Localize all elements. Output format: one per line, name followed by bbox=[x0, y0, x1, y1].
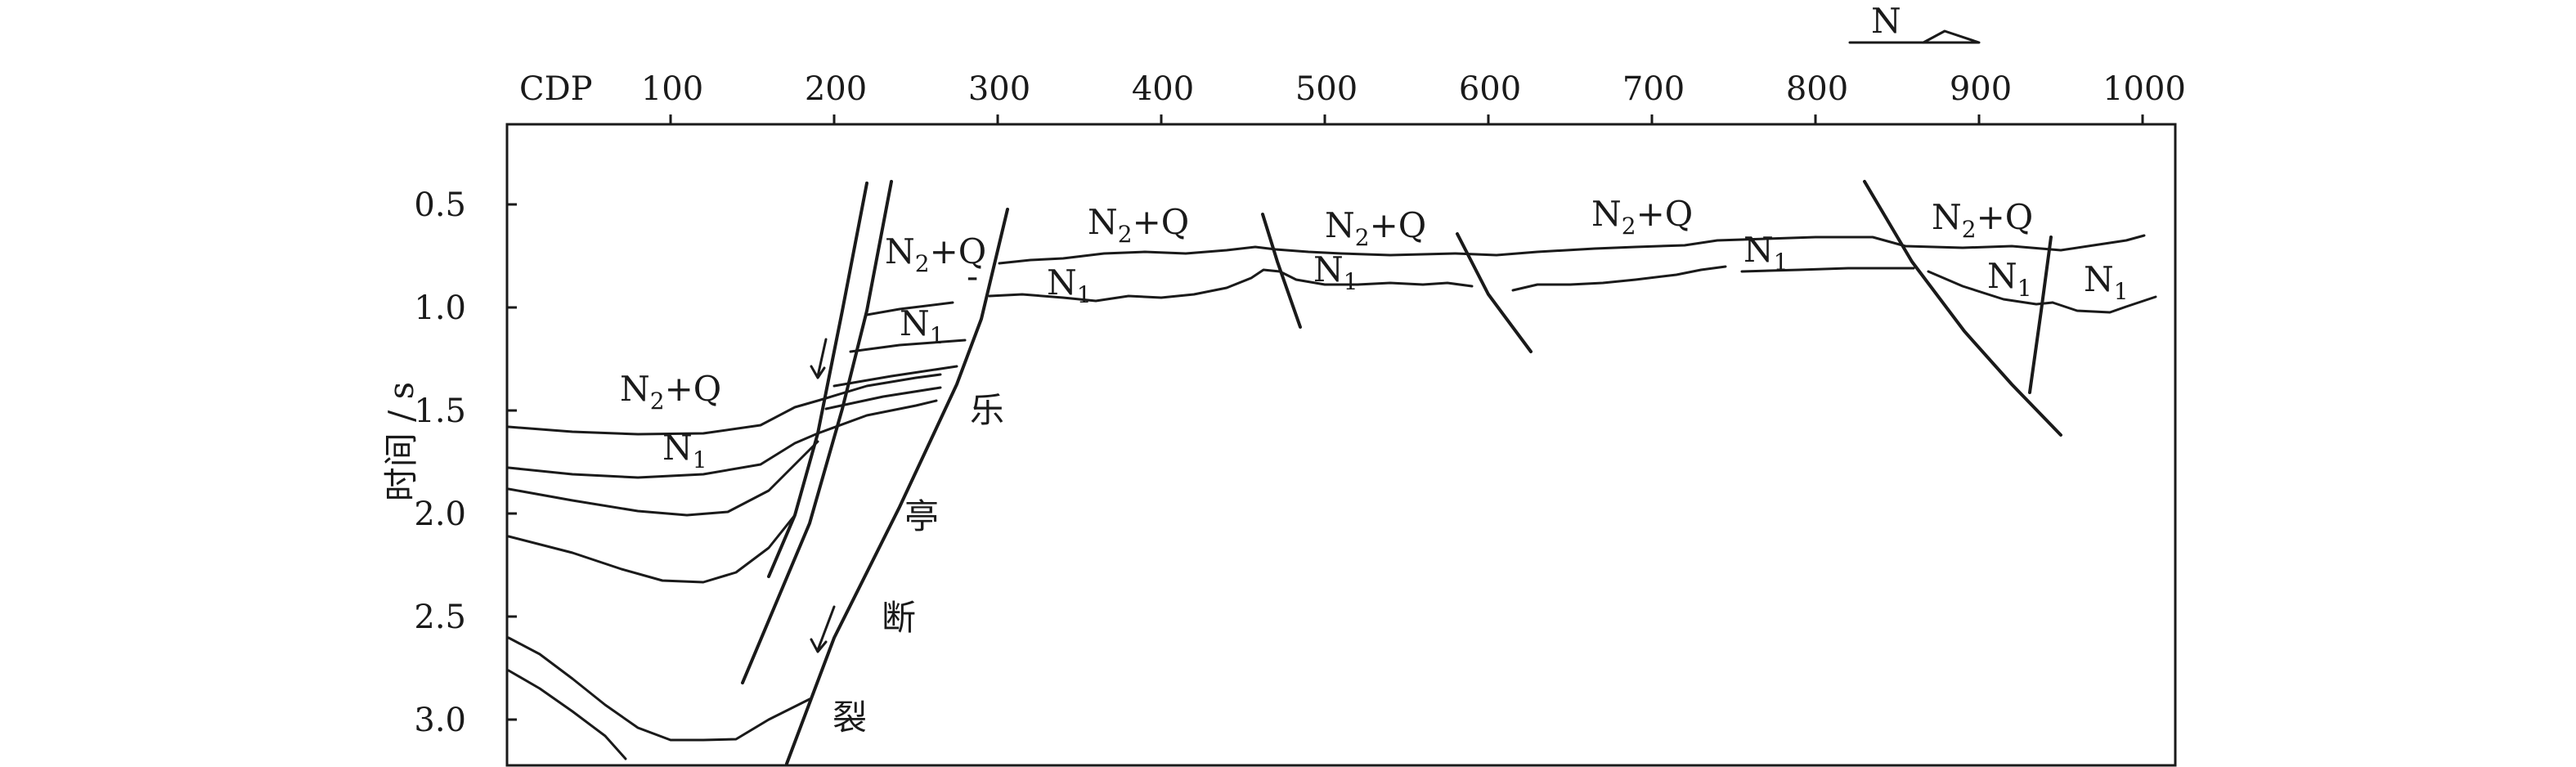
slip-arrows bbox=[810, 338, 836, 653]
cdp-tick-600: 600 bbox=[1459, 70, 1521, 108]
leting-fault bbox=[785, 208, 1009, 765]
cdp-axis: CDP 100 200 300 400 500 600 700 800 900 … bbox=[519, 70, 2186, 124]
label-n1-4: N1 bbox=[1987, 256, 2032, 302]
cdp-tick-1000: 1000 bbox=[2103, 70, 2186, 108]
reflector-n2q-base bbox=[507, 373, 942, 436]
label-n1-block: N1 bbox=[900, 303, 945, 349]
fault-name-char: 断 bbox=[882, 598, 916, 638]
label-n1-5: N1 bbox=[2084, 259, 2129, 305]
reflectors-fault-block bbox=[824, 301, 967, 410]
label-n2q-4: N2+Q bbox=[1932, 197, 2033, 243]
label-n1-1: N1 bbox=[1047, 262, 1092, 308]
reflector bbox=[507, 514, 797, 584]
label-n1-2: N1 bbox=[1313, 249, 1358, 295]
reflector-n1 bbox=[2051, 295, 2157, 314]
fault-name-char: 裂 bbox=[832, 697, 867, 738]
north-arrow-icon bbox=[1848, 29, 1981, 44]
fault-line bbox=[1261, 213, 1302, 329]
reflectors-platform bbox=[988, 234, 2157, 314]
time-tick-1-5: 1.5 bbox=[414, 392, 466, 430]
reflectors-left-basin bbox=[507, 373, 942, 760]
cdp-tick-300: 300 bbox=[968, 70, 1030, 108]
reflector-n1 bbox=[1511, 265, 1727, 292]
label-n2q-block: N2+Q bbox=[885, 231, 986, 277]
cdp-tick-900: 900 bbox=[1950, 70, 2012, 108]
label-n2q-1: N2+Q bbox=[1088, 202, 1189, 248]
time-axis-title: 时间 / s bbox=[381, 382, 421, 501]
reflector-n1 bbox=[1740, 267, 1915, 273]
fault-line bbox=[741, 180, 893, 684]
fault-line bbox=[767, 182, 868, 578]
fault-name-char: 亭 bbox=[904, 496, 939, 536]
reflector bbox=[849, 339, 967, 353]
plot-frame bbox=[505, 123, 2177, 767]
reflector bbox=[507, 440, 819, 517]
cdp-tick-500: 500 bbox=[1295, 70, 1358, 108]
reflector-n1 bbox=[988, 268, 1474, 303]
reflector-n2q-base bbox=[998, 234, 2146, 265]
time-tick-3-0: 3.0 bbox=[414, 702, 466, 739]
label-n2q-3: N2+Q bbox=[1591, 194, 1693, 240]
reflector bbox=[832, 365, 958, 388]
fault-name-label: 乐 亭 断 裂 bbox=[832, 390, 1004, 738]
fault-line bbox=[2028, 235, 2053, 394]
unit-labels: N2+Q N1 N2+Q - N1 N2+Q N1 N2+Q N1 N2+Q N… bbox=[620, 194, 2129, 473]
fault-line bbox=[1456, 232, 1533, 353]
label-n2q-2: N2+Q bbox=[1325, 205, 1426, 251]
label-minus-mark: - bbox=[967, 256, 978, 296]
time-tick-2-5: 2.5 bbox=[414, 599, 466, 636]
label-n1-left: N1 bbox=[662, 428, 707, 473]
reflector bbox=[865, 301, 954, 316]
north-label: N bbox=[1871, 1, 1901, 41]
cdp-tick-100: 100 bbox=[641, 70, 703, 108]
down-arrow-icon bbox=[810, 338, 828, 379]
cdp-tick-400: 400 bbox=[1132, 70, 1194, 108]
reflector-n1 bbox=[1927, 270, 2054, 306]
cdp-axis-title: CDP bbox=[519, 70, 593, 108]
reflector bbox=[507, 399, 938, 479]
reflector bbox=[507, 636, 811, 742]
cdp-tick-200: 200 bbox=[805, 70, 867, 108]
label-n2q-left: N2+Q bbox=[620, 369, 721, 415]
time-tick-2-0: 2.0 bbox=[414, 496, 466, 533]
label-n1-3: N1 bbox=[1744, 230, 1788, 276]
fault-line bbox=[1863, 180, 2062, 437]
fault-name-char: 乐 bbox=[970, 390, 1004, 430]
time-axis: 0.5 1.0 1.5 2.0 2.5 3.0 时间 / s bbox=[381, 186, 517, 739]
north-arrow: N bbox=[1848, 1, 1981, 44]
time-tick-0-5: 0.5 bbox=[414, 186, 466, 224]
cdp-tick-800: 800 bbox=[1786, 70, 1848, 108]
reflector bbox=[824, 386, 942, 410]
down-arrow-icon bbox=[810, 605, 836, 653]
reflector bbox=[507, 669, 627, 760]
time-tick-1-0: 1.0 bbox=[414, 289, 466, 327]
cdp-tick-700: 700 bbox=[1622, 70, 1685, 108]
